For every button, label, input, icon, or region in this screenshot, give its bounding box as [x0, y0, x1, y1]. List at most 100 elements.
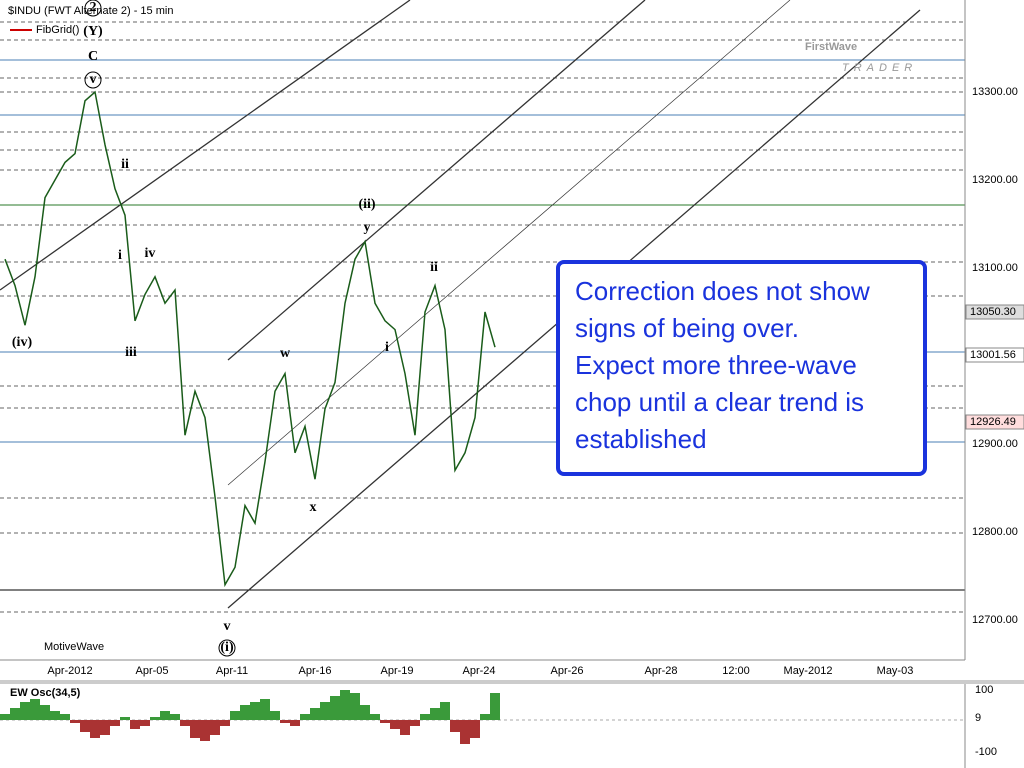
y-tick-label: 13300.00: [972, 86, 1018, 98]
wave-label: iii: [125, 345, 137, 360]
annotation-text: Expect more three-wave: [575, 350, 857, 380]
osc-bar: [440, 702, 450, 720]
wave-label: w: [280, 346, 291, 361]
wave-circle: [84, 71, 102, 89]
logo: FirstWave: [805, 41, 857, 53]
wave-label: y: [364, 220, 371, 235]
osc-bar: [260, 699, 270, 720]
osc-bar: [270, 711, 280, 720]
osc-bar: [40, 705, 50, 720]
wave-label: (i): [220, 640, 234, 655]
osc-bar: [230, 711, 240, 720]
osc-bar: [100, 720, 110, 735]
osc-bar: [190, 720, 200, 738]
osc-bar: [180, 720, 190, 726]
osc-bar: [390, 720, 400, 729]
y-tick-label: 12800.00: [972, 526, 1018, 538]
osc-bar: [380, 720, 390, 723]
wave-label: C: [88, 49, 98, 64]
osc-bar: [350, 693, 360, 720]
level-lines: [0, 59, 965, 591]
logo-tag: TRADER: [842, 62, 917, 74]
osc-bar: [110, 720, 120, 726]
annotation-text: Correction does not show: [575, 276, 870, 306]
osc-bar: [80, 720, 90, 732]
x-tick-label: Apr-24: [462, 665, 495, 677]
wave-label: i: [385, 340, 389, 355]
osc-tick-label: 9: [975, 712, 981, 724]
osc-bar: [160, 711, 170, 720]
x-tick-label: May-2012: [784, 665, 833, 677]
osc-bar: [70, 720, 80, 723]
wave-label: (Y): [83, 24, 103, 39]
annotation-box: [556, 260, 927, 476]
x-tick-label: Apr-28: [644, 665, 677, 677]
osc-bar: [340, 690, 350, 720]
legend: FibGrid(): [36, 24, 79, 36]
y-tick-label: 13200.00: [972, 174, 1018, 186]
divider: [0, 680, 1024, 684]
osc-bar: [60, 714, 70, 720]
x-tick-label: Apr-05: [135, 665, 168, 677]
x-tick-label: Apr-26: [550, 665, 583, 677]
osc-bar: [410, 720, 420, 726]
osc-bar: [240, 705, 250, 720]
osc-bar: [360, 705, 370, 720]
osc-bar: [470, 720, 480, 738]
wave-label: ii: [430, 260, 438, 275]
price-tag-bg: [965, 414, 1024, 430]
wave-label: ii: [121, 157, 129, 172]
osc-bar: [480, 714, 490, 720]
osc-tick-label: 100: [975, 684, 993, 696]
wave-label: v: [90, 72, 97, 87]
osc-bar: [140, 720, 150, 726]
osc-bar: [170, 714, 180, 720]
osc-bar: [210, 720, 220, 735]
wave-circle: [84, 0, 102, 17]
osc-bar: [0, 714, 10, 720]
osc-bar: [430, 708, 440, 720]
osc-bar: [400, 720, 410, 735]
x-tick-label: Apr-19: [380, 665, 413, 677]
x-tick-label: Apr-16: [298, 665, 331, 677]
price-tag: 13001.56: [970, 349, 1016, 361]
osc-tick-label: -100: [975, 746, 997, 758]
osc-title: EW Osc(34,5): [10, 687, 81, 699]
osc-bar: [330, 696, 340, 720]
osc-bar: [450, 720, 460, 732]
wave-label: (iv): [12, 335, 33, 350]
annotation-text: signs of being over.: [575, 313, 799, 343]
wave-label: iv: [145, 246, 156, 261]
osc-bar: [10, 708, 20, 720]
osc-bar: [250, 702, 260, 720]
osc-bar: [50, 711, 60, 720]
x-tick-label: 12:00: [722, 665, 750, 677]
osc-bar: [20, 702, 30, 720]
wave-circle: [218, 639, 236, 657]
osc-bar: [420, 714, 430, 720]
osc-bar: [200, 720, 210, 741]
wave-label: i: [118, 248, 122, 263]
osc-bar: [300, 714, 310, 720]
price-tag-bg: [965, 304, 1024, 320]
x-tick-label: Apr-11: [216, 665, 248, 677]
osc-bar: [30, 699, 40, 720]
osc-bar: [90, 720, 100, 738]
osc-bar: [370, 714, 380, 720]
price-tag-bg: [965, 347, 1024, 363]
chart-title: $INDU (FWT Alternate 2) - 15 min: [8, 5, 173, 17]
wave-label: 2: [90, 0, 97, 15]
x-tick-label: Apr-2012: [47, 665, 92, 677]
osc-bar: [490, 693, 500, 720]
annotation-text: established: [575, 424, 707, 454]
price-tag: 13050.30: [970, 306, 1016, 318]
osc-bar: [120, 717, 130, 720]
wave-label: x: [310, 500, 317, 515]
osc-bar: [460, 720, 470, 744]
x-tick-label: May-03: [877, 665, 914, 677]
osc-bar: [130, 720, 140, 729]
osc-bar: [150, 717, 160, 720]
osc-bar: [320, 702, 330, 720]
osc-bar: [280, 720, 290, 723]
